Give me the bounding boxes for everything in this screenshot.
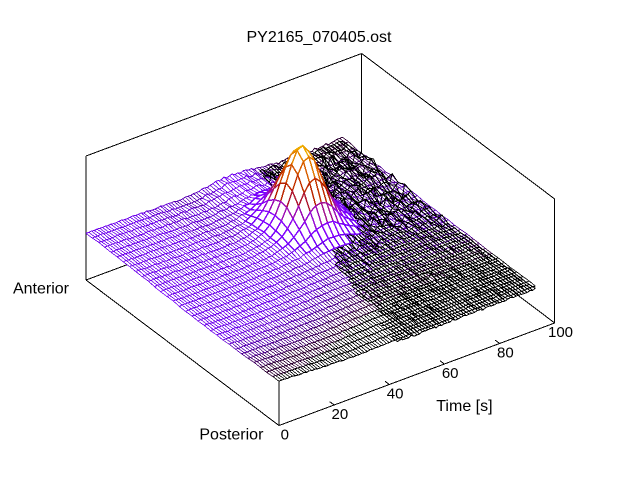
- svg-text:PY2165_070405.ost: PY2165_070405.ost: [246, 29, 392, 46]
- svg-text:Anterior: Anterior: [13, 281, 70, 298]
- svg-text:0: 0: [281, 426, 289, 443]
- svg-text:40: 40: [387, 385, 404, 402]
- svg-text:Time [s]: Time [s]: [436, 398, 492, 415]
- svg-text:20: 20: [332, 406, 349, 423]
- svg-text:Posterior: Posterior: [199, 426, 264, 443]
- svg-text:100: 100: [548, 324, 573, 341]
- svg-text:60: 60: [442, 365, 459, 382]
- svg-text:80: 80: [497, 344, 514, 361]
